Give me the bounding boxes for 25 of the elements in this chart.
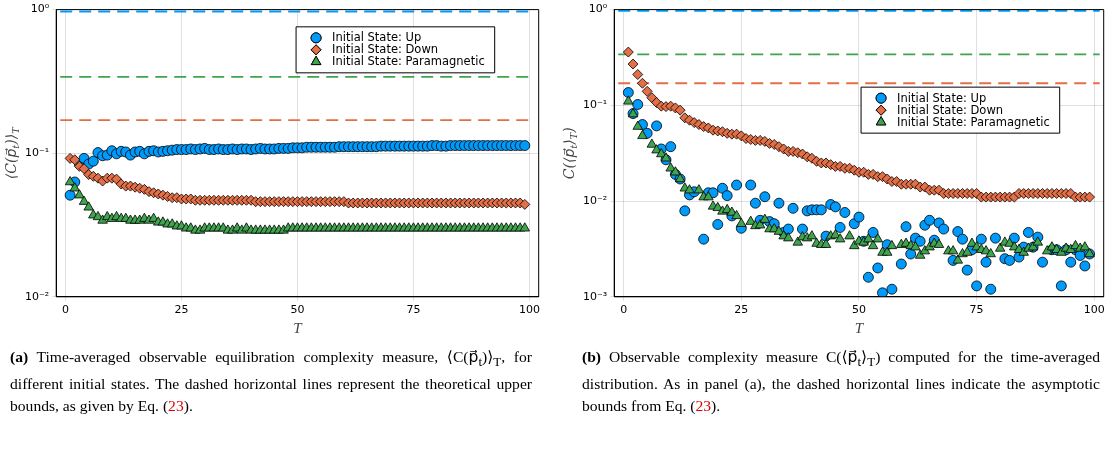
y-tick-label: 10⁰	[588, 2, 608, 16]
x-tick-label: 75	[406, 303, 421, 317]
x-axis-title: T	[293, 319, 304, 336]
x-tick-label: 25	[174, 303, 189, 317]
legend-label: Initial State: Down	[897, 102, 1004, 117]
x-tick-label: 0	[61, 303, 69, 317]
legend-label: Initial State: Up	[897, 90, 987, 105]
x-tick-label: 0	[620, 303, 628, 317]
y-tick-label: 10⁰	[30, 2, 50, 16]
y-tick-label: 10⁻¹	[24, 146, 50, 160]
text: (a) Time-averaged observable equilibration complexity measure, ⟨C(p⃗$_{t}$)⟩$_{T}$, for different initial states. The dashed horizontal lines represent the theoretical upper bounds, as given by Eq. (23).	[10, 348, 532, 415]
x-tick-label: 75	[969, 303, 984, 317]
x-tick-label: 50	[290, 303, 305, 317]
x-tick-label: 100	[518, 303, 540, 317]
y-tick-label: 10⁻²	[24, 289, 50, 303]
y-tick-label: 10⁻²	[582, 193, 608, 207]
x-tick-label: 50	[851, 303, 866, 317]
legend-label: Initial State: Paramagnetic	[332, 54, 485, 69]
y-tick-label: 10⁻¹	[582, 98, 608, 112]
x-tick-label: 100	[1083, 303, 1105, 317]
legend-label: Initial State: Paramagnetic	[897, 114, 1050, 129]
x-tick-label: 25	[734, 303, 749, 317]
y-tick-label: 10⁻³	[582, 289, 608, 303]
x-axis-title: T	[854, 319, 865, 336]
text: (b) Observable complexity measure C(⟨p⃗$_{t}$⟩$_{T}$) computed for the time-averaged distribution. As in panel (a), the dashed horizontal lines indicate the asymptotic bounds from Eq. (23).	[582, 348, 1100, 415]
